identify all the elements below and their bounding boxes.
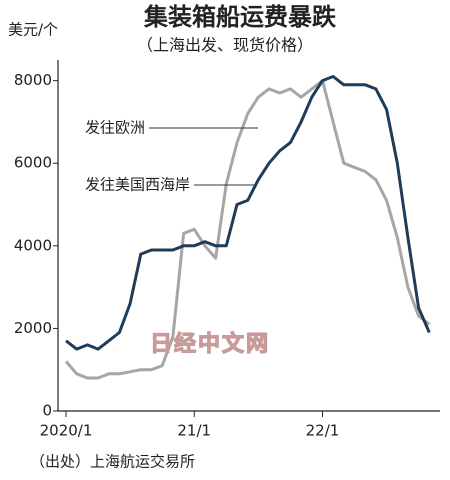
y-tick-label: 8000 — [14, 71, 52, 89]
series-line — [64, 79, 431, 380]
y-tick-label: 6000 — [14, 154, 52, 172]
y-tick-label: 0 — [42, 402, 52, 420]
chart-subtitle: （上海出发、现货价格） — [137, 36, 313, 55]
x-tick-label: 21/1 — [177, 422, 211, 440]
legend-label: 发往美国西海岸 — [85, 176, 190, 194]
x-tick-label: 2020/1 — [40, 422, 93, 440]
x-tick-label: 22/1 — [306, 422, 340, 440]
watermark: 日经中文网 — [150, 331, 270, 357]
legend-label: 发往欧洲 — [85, 119, 145, 137]
y-tick-label: 2000 — [14, 319, 52, 337]
chart-title: 集装箱船运费暴跌 — [143, 3, 337, 31]
source: （出处）上海航运交易所 — [30, 453, 195, 471]
y-tick-label: 4000 — [14, 236, 52, 254]
y-axis-label: 美元/个 — [8, 21, 58, 39]
series-line — [65, 75, 431, 351]
